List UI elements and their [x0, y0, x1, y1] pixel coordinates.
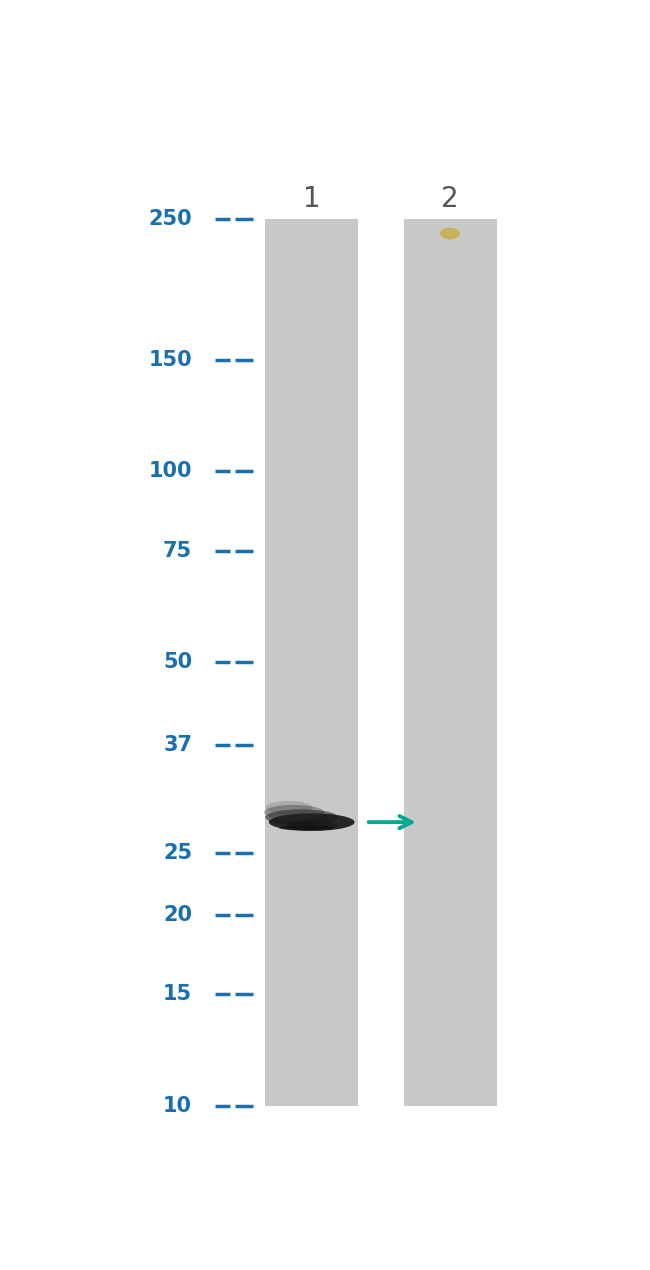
- Text: 75: 75: [163, 541, 192, 560]
- Text: 20: 20: [163, 904, 192, 925]
- Bar: [404, 218, 497, 1106]
- Ellipse shape: [440, 227, 460, 240]
- Ellipse shape: [269, 813, 355, 831]
- Bar: [265, 218, 358, 1106]
- Text: 15: 15: [163, 984, 192, 1005]
- Text: 1: 1: [303, 185, 320, 213]
- Ellipse shape: [279, 826, 335, 831]
- Ellipse shape: [286, 820, 337, 829]
- Ellipse shape: [265, 809, 338, 826]
- Text: 250: 250: [148, 208, 192, 229]
- Text: 50: 50: [163, 653, 192, 672]
- Text: 25: 25: [163, 843, 192, 864]
- Text: 150: 150: [148, 349, 192, 370]
- Text: 10: 10: [163, 1096, 192, 1116]
- Text: 2: 2: [441, 185, 459, 213]
- Text: 100: 100: [149, 461, 192, 481]
- Text: 37: 37: [163, 735, 192, 756]
- Ellipse shape: [265, 801, 313, 814]
- Ellipse shape: [264, 805, 324, 820]
